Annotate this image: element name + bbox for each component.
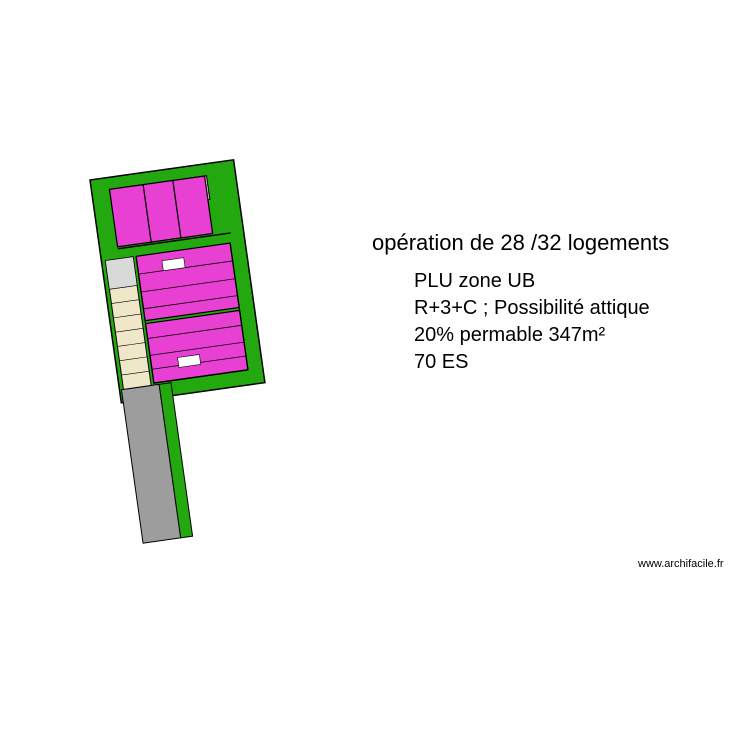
footer-link[interactable]: www.archifacile.fr [638, 558, 724, 570]
info-line-es: 70 ES [414, 349, 650, 376]
info-line-permeable: 20% permable 347m² [414, 322, 650, 349]
info-line-r3c: R+3+C ; Possibilité attique [414, 295, 650, 322]
canvas-root: opération de 28 /32 logements PLU zone U… [0, 0, 750, 750]
title-text: opération de 28 /32 logements [372, 228, 669, 258]
info-line-plu: PLU zone UB [414, 268, 650, 295]
info-block: PLU zone UB R+3+C ; Possibilité attique … [414, 268, 650, 376]
